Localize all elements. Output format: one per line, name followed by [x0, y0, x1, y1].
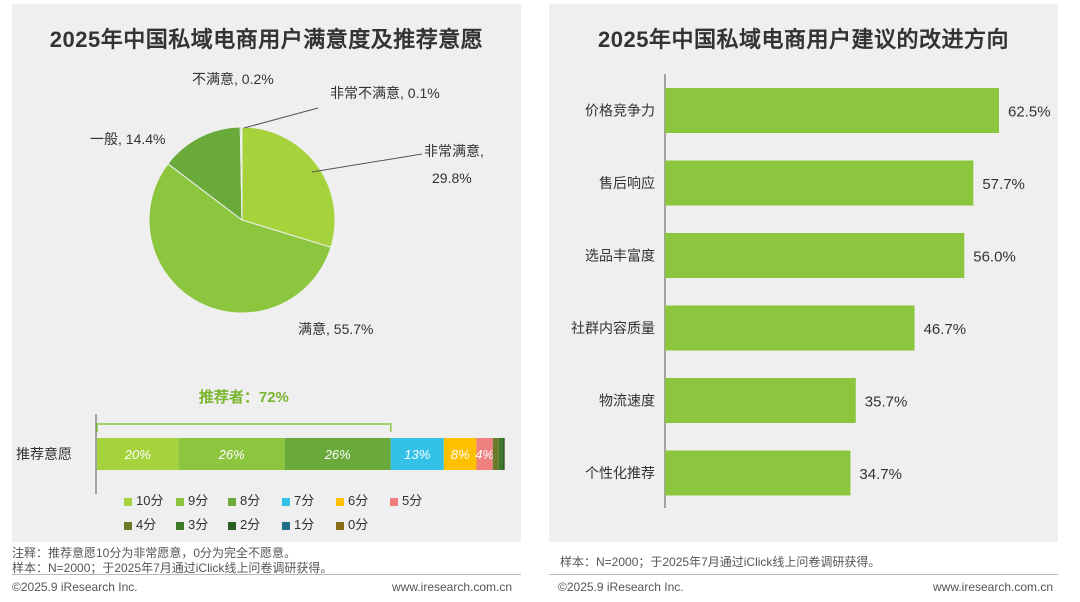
pie-label-3: 不满意, 0.2%: [192, 71, 274, 87]
improvement-bar-chart: 价格竞争力 62.5% 售后响应 57.7% 选品丰富度 56.0% 社群内容质量 46.7%…: [571, 74, 1051, 508]
bar-segment-5: [476, 438, 493, 470]
bar-segment-4: [443, 438, 477, 470]
legend-item-8: 2分: [228, 514, 260, 533]
left-note-2: 样本：N=2000；于2025年7月通过iClick线上问卷调研获得。: [12, 561, 333, 575]
hbar-value-1: 57.7%: [982, 176, 1025, 193]
bar-category-label: 推荐意愿: [16, 446, 72, 462]
legend-item-10: 0分: [336, 514, 368, 533]
pie-leader-0: [311, 153, 423, 173]
pie-leader-4: [243, 107, 319, 129]
hbar-value-4: 35.7%: [865, 394, 908, 411]
pie-value-0: 29.8%: [432, 170, 472, 186]
satisfaction-panel: 2025年中国私域电商用户满意度及推荐意愿 非常满意, 29.8% 满意, 55.7…: [12, 4, 521, 542]
right-panel-title: 2025年中国私域电商用户建议的改进方向: [598, 27, 1009, 52]
bar-segment-label-0: 20%: [124, 447, 151, 462]
bar-segment-3: [390, 438, 444, 470]
legend-label-8: 2分: [240, 517, 261, 532]
satisfaction-chart: 非常满意, 29.8% 满意, 55.7% 一般, 14.4% 不满意, 0.2% 非常不…: [16, 71, 505, 494]
legend-swatch-0: [124, 497, 132, 506]
legend-label-1: 9分: [188, 493, 209, 508]
improvement-panel: 2025年中国私域电商用户建议的改进方向 价格竞争力 62.5% 售后响应 57.7%…: [549, 4, 1058, 542]
legend-label-7: 3分: [188, 517, 209, 532]
hbar-category-2: 选品丰富度: [585, 248, 655, 264]
legend-swatch-10: [336, 521, 344, 530]
hbar-category-3: 社群内容质量: [571, 320, 655, 336]
legend-item-5: 5分: [390, 490, 422, 509]
pie-label-0: 非常满意,: [424, 143, 484, 159]
bar-segment-1: [178, 438, 285, 470]
legend-item-2: 8分: [228, 490, 260, 509]
legend-label-9: 1分: [294, 517, 315, 532]
bar-segment-6: [492, 438, 499, 470]
legend-item-1: 9分: [176, 490, 208, 509]
legend-label-5: 5分: [402, 493, 423, 508]
hbar-value-5: 34.7%: [859, 466, 902, 483]
legend-swatch-2: [228, 497, 236, 506]
right-footer-rule: [549, 574, 1058, 575]
legend-swatch-1: [176, 497, 184, 506]
hbar-category-5: 个性化推荐: [585, 465, 655, 481]
hbar-category-1: 售后响应: [599, 175, 655, 191]
legend-swatch-4: [336, 497, 344, 506]
right-url: www.iresearch.com.cn: [933, 580, 1054, 594]
pie-slice-2: [167, 126, 243, 222]
legend-item-4: 6分: [336, 490, 368, 509]
legend-label-3: 7分: [294, 493, 315, 508]
hbar-4: [665, 378, 856, 423]
legend-swatch-7: [176, 521, 184, 530]
hbar-2: [665, 233, 965, 278]
bar-segment-2: [284, 438, 391, 470]
legend-swatch-8: [228, 521, 236, 530]
legend-label-2: 8分: [240, 493, 261, 508]
promoter-label: 推荐者：72%: [199, 388, 289, 406]
bar-segment-label-2: 26%: [324, 447, 351, 462]
legend-item-9: 1分: [282, 514, 314, 533]
legend-swatch-3: [282, 497, 290, 506]
bar-segment-label-1: 26%: [218, 447, 245, 462]
legend-item-6: 4分: [124, 514, 156, 533]
bar-segment-8: [502, 438, 505, 470]
hbar-category-0: 价格竞争力: [585, 103, 655, 119]
right-note-1: 样本：N=2000；于2025年7月通过iClick线上问卷调研获得。: [560, 555, 881, 569]
bar-segment-label-4: 8%: [451, 447, 470, 462]
pie-label-1: 满意, 55.7%: [298, 321, 373, 337]
pie-slice-1: [148, 163, 332, 314]
left-panel-title: 2025年中国私域电商用户满意度及推荐意愿: [49, 27, 484, 52]
hbar-value-2: 56.0%: [973, 249, 1016, 266]
hbar-5: [665, 450, 851, 496]
legend-label-10: 0分: [348, 517, 369, 532]
hbar-0: [665, 88, 999, 133]
legend-item-0: 10分: [124, 490, 163, 509]
promoter-bracket: [96, 423, 392, 432]
hbar-1: [665, 160, 974, 206]
hbar-value-0: 62.5%: [1008, 104, 1051, 121]
legend-label-0: 10分: [136, 493, 164, 508]
legend-swatch-9: [282, 521, 290, 530]
left-copyright: ©2025.9 iResearch Inc.: [12, 580, 138, 594]
bar-segment-label-3: 13%: [404, 447, 430, 462]
legend-label-6: 4分: [136, 517, 157, 532]
right-copyright: ©2025.9 iResearch Inc.: [558, 580, 684, 594]
left-note-1: 注释：推荐意愿10分为非常愿意，0分为完全不愿意。: [12, 546, 297, 560]
bar-segment-label-5: 4%: [475, 447, 494, 462]
legend-item-7: 3分: [176, 514, 208, 533]
left-footer-rule: [12, 574, 521, 575]
pie-slice-4: [240, 126, 243, 221]
pie-label-2: 一般, 14.4%: [90, 131, 165, 147]
bar-segment-0: [97, 438, 179, 470]
legend-label-4: 6分: [348, 493, 369, 508]
hbar-category-4: 物流速度: [599, 393, 655, 409]
bar-segment-7: [498, 438, 503, 470]
pie-slice-0: [241, 126, 336, 248]
pie-label-4: 非常不满意, 0.1%: [330, 85, 440, 101]
hbar-3: [665, 305, 915, 351]
left-url: www.iresearch.com.cn: [392, 580, 513, 594]
legend-item-3: 7分: [282, 490, 314, 509]
legend-swatch-5: [390, 497, 398, 506]
legend-swatch-6: [124, 521, 132, 530]
hbar-value-3: 46.7%: [924, 321, 967, 338]
